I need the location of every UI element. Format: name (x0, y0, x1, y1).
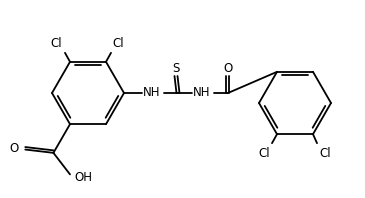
Text: Cl: Cl (50, 37, 62, 50)
Text: OH: OH (74, 171, 92, 184)
Text: NH: NH (143, 86, 161, 98)
Text: O: O (9, 142, 18, 155)
Text: Cl: Cl (112, 37, 124, 50)
Text: S: S (172, 62, 180, 74)
Text: Cl: Cl (258, 147, 270, 160)
Text: O: O (223, 62, 233, 74)
Text: NH: NH (193, 86, 211, 98)
Text: Cl: Cl (319, 147, 331, 160)
